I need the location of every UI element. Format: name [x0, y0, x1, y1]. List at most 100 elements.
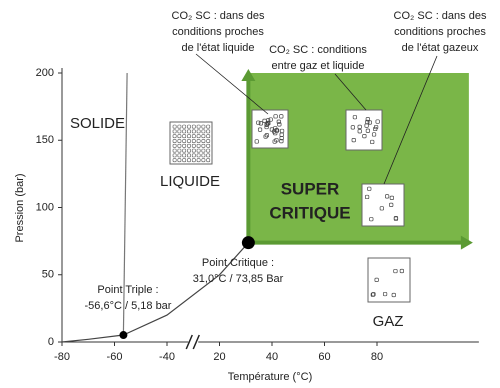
- molecule: [206, 129, 211, 134]
- x-tick-label: -40: [159, 351, 175, 363]
- molecule: [364, 194, 370, 200]
- region-label: SOLIDE: [70, 115, 125, 132]
- phase-point: [241, 236, 255, 250]
- molecule: [172, 129, 177, 134]
- molecule: [276, 119, 281, 124]
- molecule: [196, 148, 201, 153]
- molecule: [201, 158, 206, 163]
- molecule: [172, 134, 177, 139]
- molecule: [279, 114, 284, 119]
- molecule: [172, 139, 177, 143]
- molecule: [182, 158, 187, 163]
- molecule: [350, 125, 355, 130]
- callout-text: de l'état gazeux: [402, 42, 479, 54]
- molecule: [206, 143, 211, 148]
- molecule: [382, 291, 388, 297]
- x-axis-title: Température (°C): [228, 371, 312, 383]
- molecule: [191, 134, 196, 139]
- molecule: [272, 139, 277, 144]
- x-tick-label: -80: [54, 351, 70, 363]
- callout-text: de l'état liquide: [181, 42, 254, 54]
- molecule-box: [169, 121, 213, 165]
- y-tick-label: 100: [36, 201, 54, 213]
- molecule: [172, 153, 177, 158]
- x-tick-label: 80: [371, 351, 383, 363]
- molecule: [371, 132, 377, 137]
- molecule-box: [345, 109, 383, 151]
- molecule: [187, 153, 191, 158]
- molecule: [206, 148, 211, 153]
- y-axis-title: Pression (bar): [14, 173, 26, 242]
- callout-text: entre gaz et liquide: [272, 60, 365, 72]
- molecule: [172, 148, 177, 153]
- molecule: [254, 139, 259, 144]
- molecule-box-frame: [169, 121, 213, 165]
- supercritical-label: SUPER: [281, 179, 340, 198]
- y-tick-label: 150: [36, 134, 54, 146]
- molecule: [357, 129, 362, 134]
- molecule: [201, 139, 206, 143]
- y-tick-label: 200: [36, 67, 54, 79]
- molecule: [172, 158, 177, 163]
- region-arrow-head: [460, 235, 473, 250]
- molecule: [196, 124, 201, 129]
- molecule: [201, 134, 206, 139]
- molecule: [182, 153, 187, 158]
- molecule: [206, 153, 211, 158]
- molecule: [196, 134, 201, 139]
- molecule: [177, 158, 182, 163]
- molecule: [187, 124, 191, 129]
- molecule: [191, 124, 196, 129]
- point-label: 31,0°C / 73,85 Bar: [193, 273, 284, 285]
- molecule: [172, 143, 177, 148]
- molecule: [182, 139, 187, 143]
- molecule-box: [361, 183, 405, 227]
- callout-line: [383, 55, 438, 185]
- molecule: [374, 124, 379, 130]
- molecule: [375, 119, 380, 124]
- molecule-box: [251, 109, 289, 149]
- molecule: [187, 129, 191, 134]
- x-tick-label: 60: [318, 351, 330, 363]
- molecule: [182, 143, 187, 148]
- molecule: [201, 148, 206, 153]
- molecule: [264, 133, 269, 138]
- y-tick-label: 50: [42, 269, 54, 281]
- region-arrow-head: [241, 69, 256, 81]
- molecule: [206, 134, 211, 139]
- molecule: [257, 127, 263, 132]
- molecule: [258, 121, 263, 126]
- molecule: [182, 129, 187, 134]
- callout-text: CO₂ SC : dans des: [172, 10, 265, 22]
- molecule: [371, 292, 376, 297]
- molecule: [389, 202, 394, 207]
- x-tick-label: -60: [107, 351, 123, 363]
- molecule: [374, 277, 379, 282]
- phase-curve: [61, 242, 249, 343]
- molecule: [364, 123, 369, 128]
- molecule: [187, 143, 191, 148]
- molecule: [357, 124, 362, 129]
- axis-break: [185, 334, 193, 350]
- molecule: [264, 124, 269, 130]
- callout-line: [195, 53, 269, 115]
- region-label: GAZ: [373, 313, 404, 330]
- molecule: [191, 143, 196, 148]
- callout-text: CO₂ SC : dans des: [394, 10, 487, 22]
- molecule: [187, 139, 191, 143]
- molecule: [256, 120, 261, 125]
- molecule: [370, 139, 375, 145]
- callout-text: conditions proches: [172, 26, 264, 38]
- phase-curve: [122, 72, 128, 336]
- molecule: [177, 129, 182, 134]
- callout-line: [334, 73, 367, 111]
- molecule: [177, 139, 182, 143]
- molecule: [201, 129, 206, 134]
- molecule: [196, 129, 201, 134]
- molecule: [279, 138, 284, 144]
- molecule: [196, 139, 201, 143]
- molecule: [196, 143, 201, 148]
- molecule: [277, 122, 282, 127]
- molecule: [177, 134, 182, 139]
